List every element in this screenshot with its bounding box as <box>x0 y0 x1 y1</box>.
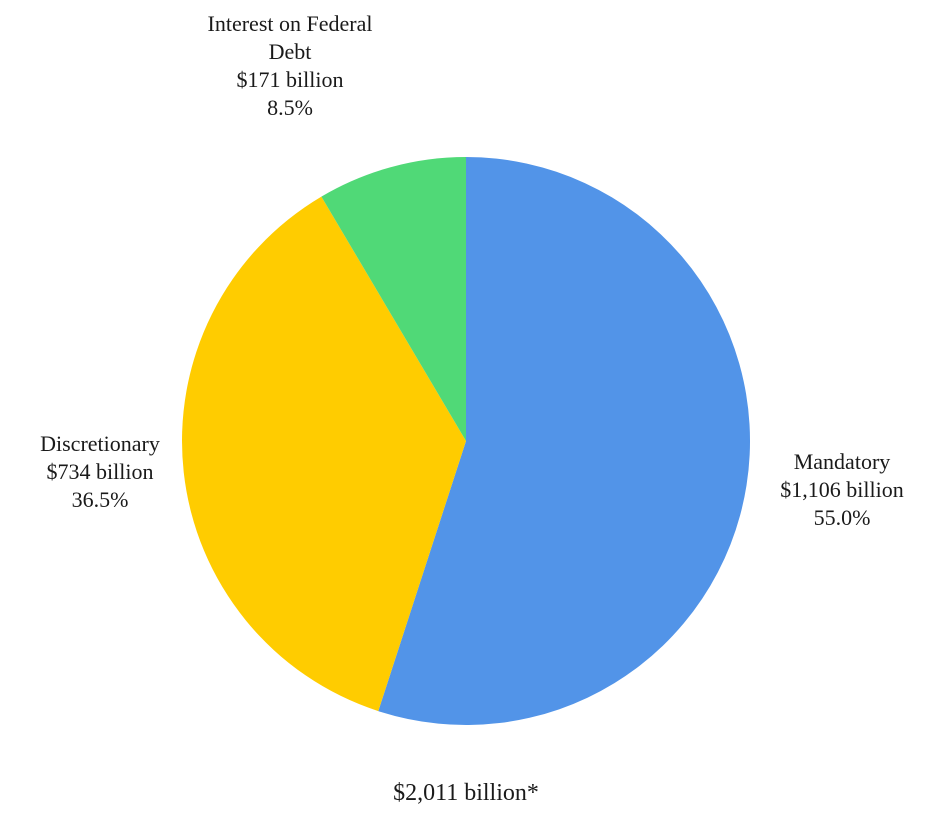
slice-name-mandatory: Mandatory <box>793 449 891 474</box>
pie-slice-mandatory <box>378 157 751 725</box>
pie-slice-interest-on-federal-debt <box>321 157 466 441</box>
slice-percent-mandatory: 55.0% <box>813 505 871 530</box>
pie-slice-discretionary <box>182 196 466 712</box>
slice-label-mandatory: Mandatory $1,106 billion 55.0% <box>742 448 932 532</box>
slice-name-discretionary: Discretionary <box>40 431 160 456</box>
slice-name-interest-line2: Debt <box>268 39 312 64</box>
slice-label-discretionary: Discretionary $734 billion 36.5% <box>0 430 200 514</box>
slice-amount-mandatory: $1,106 billion <box>780 477 904 502</box>
slice-percent-interest: 8.5% <box>267 95 313 120</box>
pie-slices <box>182 157 751 725</box>
slice-name-interest-line1: Interest on Federal <box>207 11 373 36</box>
slice-label-interest: Interest on Federal Debt $171 billion 8.… <box>170 10 410 122</box>
slice-percent-discretionary: 36.5% <box>71 487 129 512</box>
slice-amount-discretionary: $734 billion <box>46 459 154 484</box>
total-label: $2,011 billion* <box>393 780 539 806</box>
slice-amount-interest: $171 billion <box>236 67 344 92</box>
